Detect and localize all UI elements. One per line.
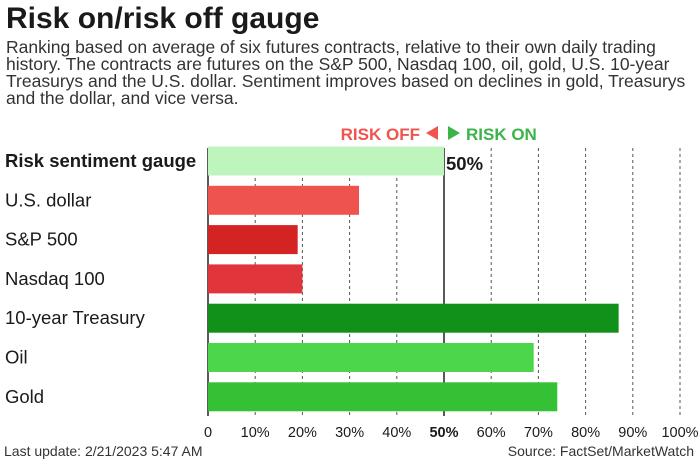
bar — [208, 185, 360, 215]
source-note: Source: FactSet/MarketWatch — [507, 443, 694, 459]
bar — [208, 264, 303, 294]
chart-title: Risk on/risk off gauge — [6, 2, 320, 35]
bar — [208, 146, 444, 176]
bar — [208, 303, 619, 333]
bar — [208, 343, 534, 372]
x-tick-label: 20% — [288, 425, 317, 441]
category-label: Nasdaq 100 — [5, 268, 105, 289]
x-tick-label: 40% — [382, 425, 411, 441]
category-label: Risk sentiment gauge — [5, 150, 196, 171]
category-label: 10-year Treasury — [5, 307, 146, 328]
x-tick-label: 90% — [618, 425, 647, 441]
x-tick-label: 100% — [661, 425, 698, 441]
x-tick-label: 80% — [571, 425, 600, 441]
legend-risk-off: RISK OFF — [341, 125, 420, 144]
data-label: 50% — [446, 153, 483, 174]
risk-off-arrow-icon — [426, 126, 438, 140]
category-label: Gold — [5, 386, 44, 407]
chart-subtitle: Ranking based on average of six futures … — [6, 37, 686, 108]
category-label: S&P 500 — [5, 229, 78, 250]
last-update: Last update: 2/21/2023 5:47 AM — [4, 443, 203, 459]
x-tick-label: 60% — [477, 425, 506, 441]
bar — [208, 382, 558, 412]
x-tick-label: 10% — [241, 425, 270, 441]
x-tick-label: 30% — [335, 425, 364, 441]
x-tick-label: 50% — [429, 425, 458, 441]
category-label: U.S. dollar — [5, 189, 91, 210]
risk-on-arrow-icon — [448, 126, 460, 140]
legend-risk-on: RISK ON — [466, 125, 537, 144]
x-tick-label: 0 — [204, 425, 212, 441]
category-label: Oil — [5, 347, 28, 368]
x-tick-label: 70% — [524, 425, 553, 441]
bar — [208, 225, 298, 255]
